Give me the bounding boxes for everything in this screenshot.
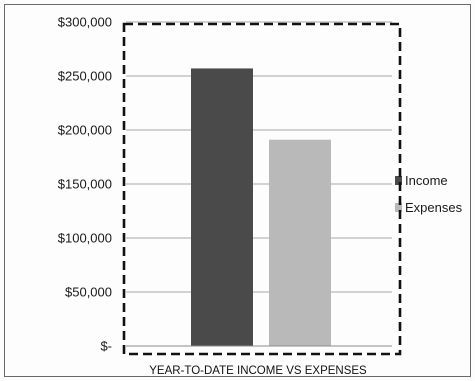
bars	[191, 68, 331, 346]
y-tick-label: $-	[100, 339, 112, 354]
legend: Income Expenses	[395, 173, 463, 215]
dashed-highlight-box	[122, 22, 402, 356]
y-tick-label: $300,000	[58, 15, 112, 30]
y-tick-label: $200,000	[58, 123, 112, 138]
y-tick-label: $250,000	[58, 69, 112, 84]
gridlines	[126, 21, 392, 293]
bar-income	[191, 68, 253, 346]
y-tick-label: $50,000	[65, 285, 112, 300]
legend-swatch-income	[395, 176, 402, 185]
chart-frame	[4, 4, 471, 377]
legend-label-expenses: Expenses	[405, 200, 463, 215]
legend-label-income: Income	[405, 173, 448, 188]
bar-expenses	[269, 139, 331, 346]
y-tick-label: $150,000	[58, 177, 112, 192]
x-axis: YEAR-TO-DATE INCOME VS EXPENSES	[126, 345, 392, 377]
x-category-label: YEAR-TO-DATE INCOME VS EXPENSES	[149, 365, 367, 377]
y-axis-ticks: $- $50,000 $100,000 $150,000 $200,000 $250,00…	[58, 15, 112, 354]
y-tick-label: $100,000	[58, 231, 112, 246]
legend-swatch-expenses	[395, 203, 402, 212]
